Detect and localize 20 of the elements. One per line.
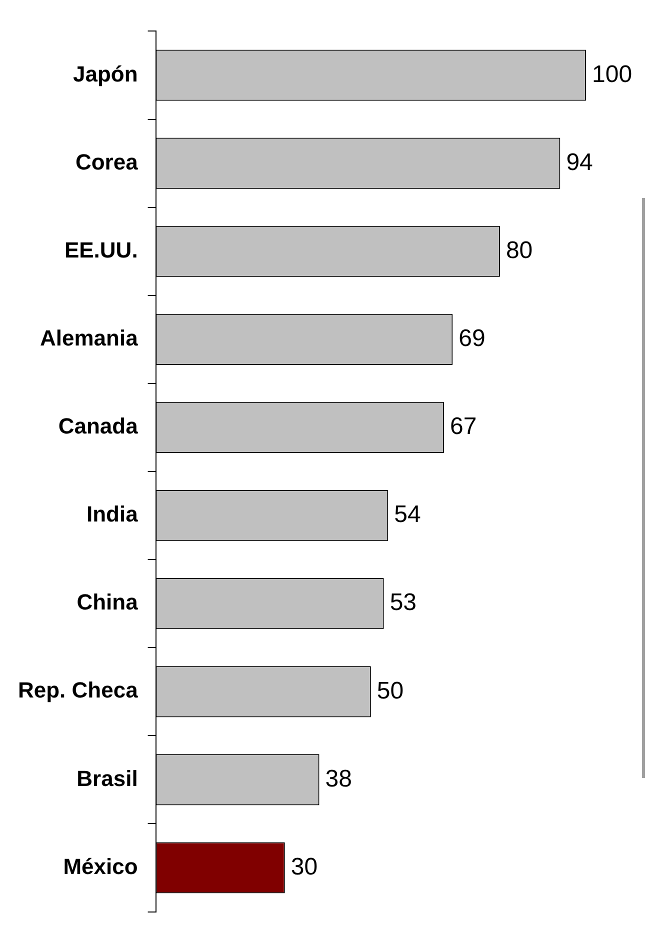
data-label: 50: [376, 677, 404, 704]
y-tick-label: Canada: [58, 414, 139, 439]
y-tick-label: Alemania: [40, 325, 139, 350]
data-label: 67: [450, 413, 477, 440]
y-tick-label: Japón: [73, 61, 138, 86]
y-tick-label: China: [76, 590, 139, 615]
y-tick-label: Brasil: [76, 766, 138, 791]
data-label: 80: [506, 236, 533, 264]
data-label: 30: [290, 853, 318, 880]
data-label: 54: [394, 501, 421, 528]
data-label: 69: [458, 325, 486, 352]
data-label: 94: [566, 148, 593, 176]
y-tick-label: EE.UU.: [64, 237, 138, 262]
y-tick-label: Rep. Checa: [18, 678, 139, 703]
data-label: 53: [390, 589, 417, 616]
y-tick-label: India: [86, 502, 139, 527]
data-label: 38: [325, 765, 352, 792]
y-tick-label: Corea: [75, 149, 139, 174]
data-label: 100: [592, 60, 632, 88]
y-tick-label: México: [63, 854, 138, 879]
